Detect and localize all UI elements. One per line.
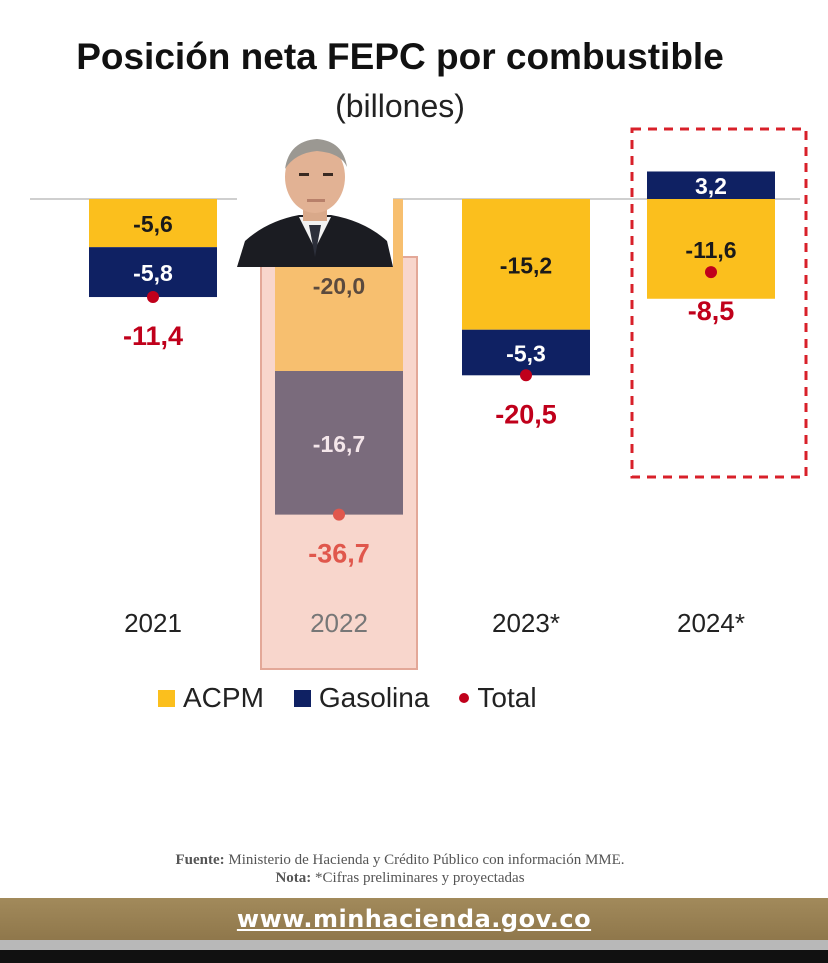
bar-gasolina-2021: [89, 247, 217, 298]
legend-swatch-gasolina: [293, 689, 311, 707]
footer-url[interactable]: www.minhacienda.gov.co: [236, 905, 592, 933]
category-label-2021: 2021: [124, 608, 182, 638]
label-acpm-2023*: -15,2: [500, 252, 552, 278]
total-dot-2021: [147, 291, 159, 304]
label-gasolina-2023*: -5,3: [506, 341, 546, 367]
label-acpm-2021: -5,6: [133, 211, 173, 237]
nota-line: Nota: *Cifras preliminares y proyectadas: [0, 869, 800, 887]
label-gasolina-2022: -16,7: [313, 431, 365, 457]
label-acpm-2022: -20,0: [313, 273, 365, 299]
label-total-2023*: -20,5: [495, 399, 557, 429]
bar-gasolina-2023*: [462, 329, 590, 376]
chart-title: Posición neta FEPC por combustible: [76, 36, 724, 77]
chart-subtitle: (billones): [335, 88, 465, 124]
fuente-text: Ministerio de Hacienda y Crédito Público…: [228, 852, 625, 868]
legend-label-gasolina: Gasolina: [318, 682, 430, 713]
bar-gasolina-2022: [275, 371, 403, 515]
footer-divider: [0, 940, 828, 950]
legend-swatch-acpm: [158, 689, 175, 707]
category-label-2022: 2022: [310, 608, 368, 638]
label-gasolina-2021: -5,8: [133, 260, 173, 286]
label-total-2022: -36,7: [308, 539, 370, 569]
label-total-2024*: -8,5: [688, 296, 735, 326]
legend-item-acpm: ACPM: [158, 682, 264, 714]
label-gasolina-2024*: 3,2: [695, 173, 727, 199]
label-total-2021: -11,4: [123, 321, 183, 351]
nota-text: *Cifras preliminares y proyectadas: [315, 870, 525, 886]
footer-band: [0, 898, 828, 940]
bar-acpm-2023*: [462, 199, 590, 330]
total-dot-2022: [333, 508, 345, 521]
nota-label: Nota:: [275, 870, 312, 886]
bar-gasolina-2024*: [647, 171, 775, 199]
footer-bottom-bar: [0, 950, 828, 963]
legend-label-total: Total: [477, 682, 537, 713]
bar-acpm-2021: [89, 199, 217, 248]
total-dot-2024*: [705, 266, 717, 279]
portrait-photo: [237, 129, 393, 267]
stacked-bar-chart: -5,6 -5,8 -11,4 2021 -20,0 -16,7 -36,7 2022 -15,…: [30, 127, 808, 670]
legend-item-gasolina: Gasolina: [293, 682, 430, 714]
projection-box-2024: [630, 127, 808, 479]
chart-legend: ACPM Gasolina Total: [158, 680, 567, 716]
fuente-line: Fuente: Ministerio de Hacienda y Crédito…: [0, 851, 800, 869]
source-note: Fuente: Ministerio de Hacienda y Crédito…: [0, 851, 800, 887]
bar-acpm-2024*: [647, 199, 775, 299]
category-label-2024*: 2024*: [677, 608, 745, 638]
legend-item-total: Total: [459, 682, 537, 714]
label-acpm-2024*: -11,6: [685, 237, 736, 263]
legend-dot-total: [459, 693, 470, 703]
legend-label-acpm: ACPM: [183, 682, 264, 713]
fuente-label: Fuente:: [175, 852, 225, 868]
category-label-2023*: 2023*: [492, 608, 560, 638]
total-dot-2023*: [520, 369, 532, 382]
